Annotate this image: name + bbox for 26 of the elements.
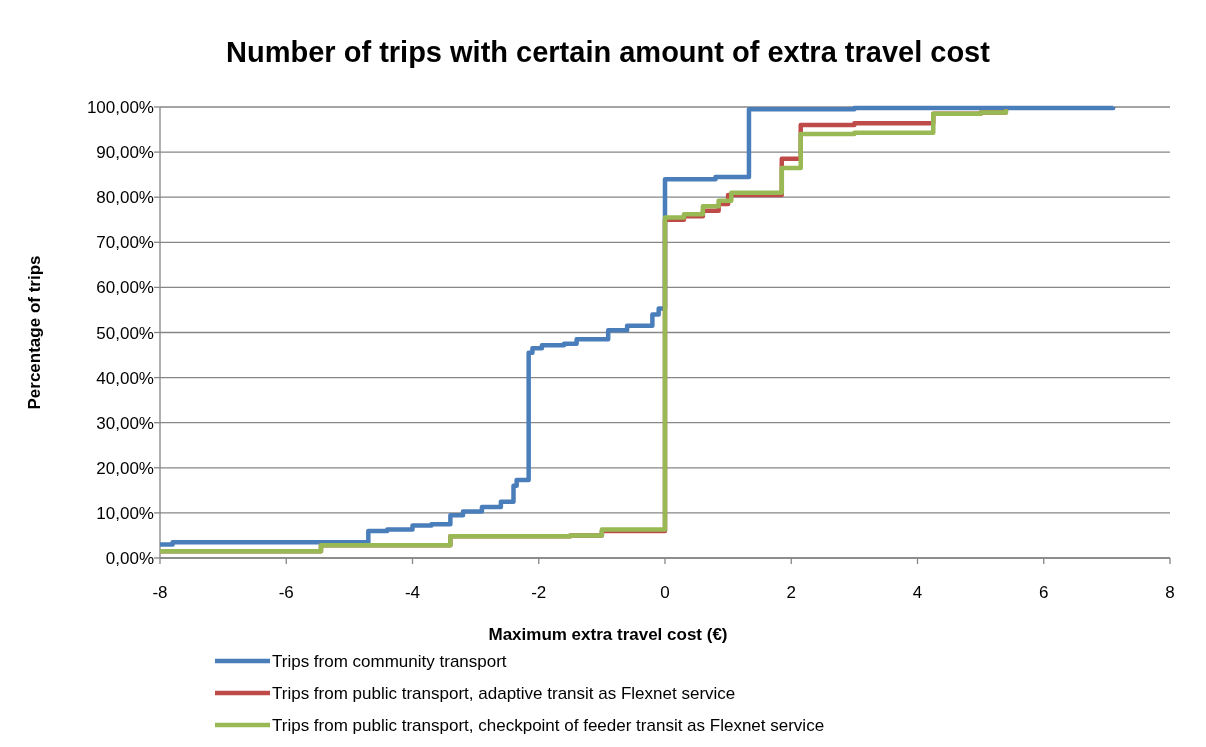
y-tick-label: 30,00%	[96, 413, 154, 433]
y-tick-label: 60,00%	[96, 278, 154, 298]
x-tick-label: -8	[152, 583, 168, 602]
y-tick-label: 40,00%	[96, 368, 154, 388]
legend-label: Trips from community transport	[272, 652, 507, 671]
y-tick-label: 0,00%	[105, 549, 154, 568]
x-tick-label: -6	[278, 583, 294, 602]
y-tick-label: 80,00%	[96, 188, 154, 208]
y-tick-label: 90,00%	[96, 143, 154, 163]
y-tick-label: 50,00%	[96, 323, 154, 343]
legend-label: Trips from public transport, adaptive transit as Flexnet service	[272, 684, 736, 703]
y-tick-label: 10,00%	[96, 503, 154, 523]
y-tick-label: 100,00%	[86, 98, 154, 117]
x-tick-label: -4	[404, 583, 421, 602]
x-tick-label: 4	[912, 583, 923, 602]
x-axis-title: Maximum extra travel cost (€)	[488, 625, 728, 644]
x-tick-label: -2	[531, 583, 547, 602]
x-tick-label: 2	[786, 583, 796, 602]
y-tick-label: 70,00%	[96, 233, 154, 253]
legend-label: Trips from public transport, checkpoint of feeder transit as Flexnet service	[272, 716, 825, 735]
y-axis-title: Percentage of trips	[25, 255, 44, 410]
chart-title: Number of trips with certain amount of extra travel cost	[226, 36, 991, 68]
x-tick-label: 0	[660, 583, 670, 602]
y-tick-label: 20,00%	[96, 458, 154, 478]
x-tick-label: 6	[1039, 583, 1049, 602]
x-tick-label: 8	[1165, 583, 1175, 602]
